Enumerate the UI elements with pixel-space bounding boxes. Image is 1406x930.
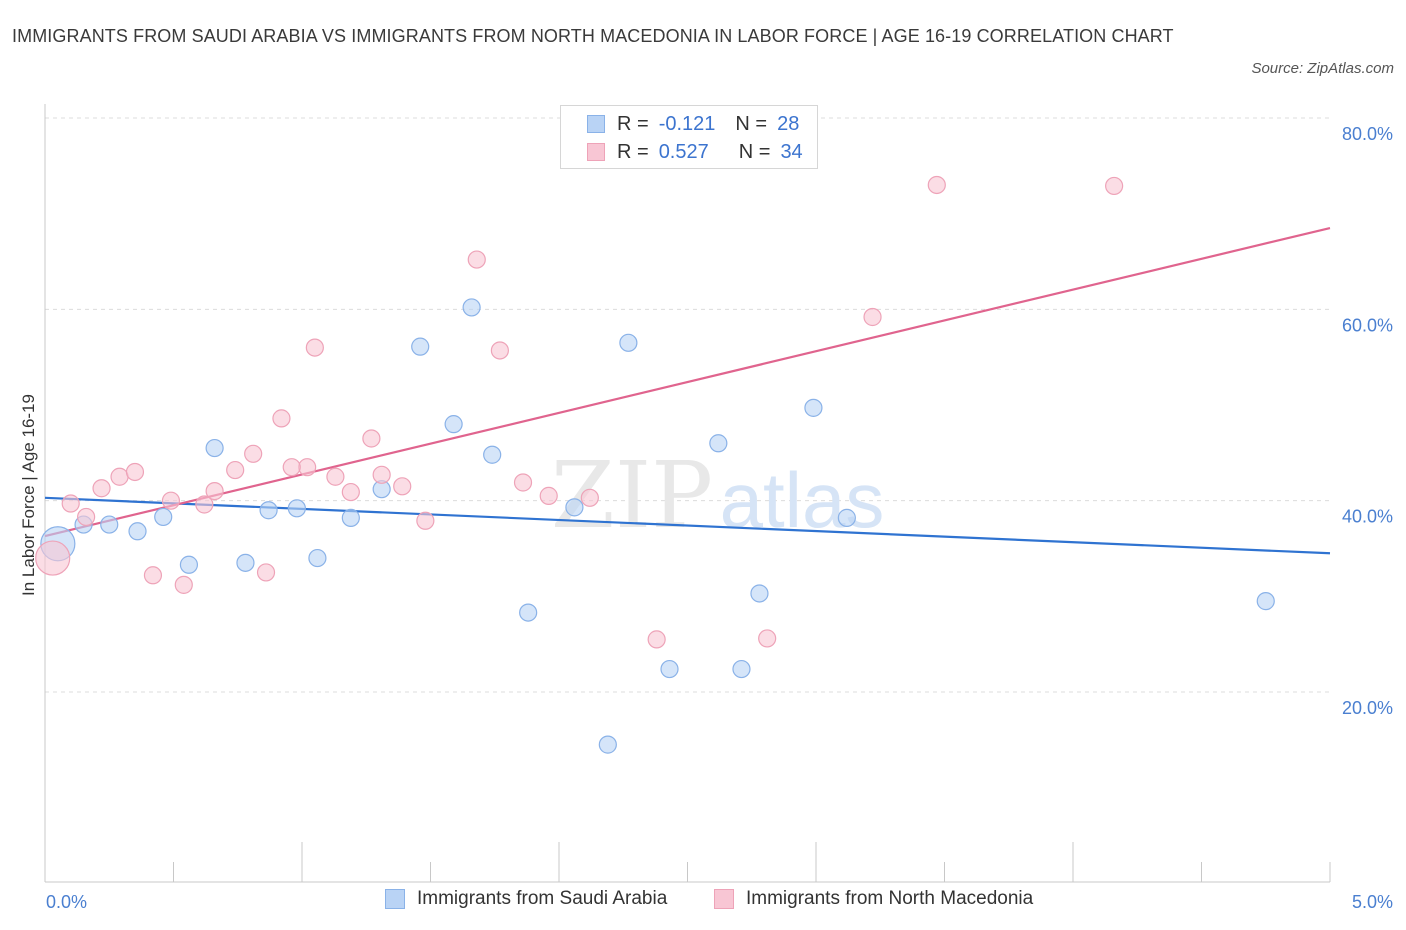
- series-legend-north-macedonia[interactable]: Immigrants from North Macedonia: [714, 888, 1033, 910]
- point-north-macedonia: [195, 495, 214, 514]
- point-north-macedonia: [863, 307, 882, 327]
- series-legend-label: Immigrants from Saudi Arabia: [417, 888, 668, 909]
- point-north-macedonia: [416, 511, 435, 530]
- point-saudi-arabia: [709, 434, 728, 453]
- point-saudi-arabia: [732, 659, 751, 679]
- watermark: ZIP atlas: [551, 442, 884, 549]
- series-legend: Immigrants from Saudi Arabia Immigrants …: [0, 888, 1406, 916]
- point-north-macedonia: [758, 629, 777, 648]
- point-saudi-arabia: [308, 548, 327, 568]
- series-legend-label: Immigrants from North Macedonia: [746, 888, 1034, 909]
- point-saudi-arabia: [154, 507, 173, 527]
- y-axis-label: In Labor Force | Age 16-19: [19, 394, 38, 596]
- point-north-macedonia: [1105, 176, 1124, 196]
- point-north-macedonia: [256, 563, 276, 582]
- point-saudi-arabia: [236, 553, 255, 572]
- y-tick-label: 40.0%: [1342, 507, 1393, 527]
- point-north-macedonia: [77, 507, 96, 527]
- legend-n-value: 28: [777, 112, 800, 135]
- point-north-macedonia: [539, 486, 558, 505]
- axes: [44, 104, 1331, 883]
- trend-line-saudi-arabia: [44, 496, 1331, 555]
- point-north-macedonia: [161, 491, 181, 510]
- legend-row-north-macedonia: R = 0.527 N = 34: [587, 139, 803, 165]
- point-north-macedonia: [110, 467, 129, 486]
- point-saudi-arabia: [462, 298, 481, 317]
- point-north-macedonia: [490, 341, 509, 360]
- point-saudi-arabia: [804, 398, 823, 417]
- legend-n-value: 34: [780, 140, 803, 163]
- chart-source: Source: ZipAtlas.com: [1251, 60, 1394, 77]
- point-saudi-arabia: [179, 555, 199, 574]
- legend-r-value: -0.121: [658, 112, 716, 135]
- point-saudi-arabia: [619, 333, 638, 352]
- point-north-macedonia: [35, 540, 71, 576]
- point-north-macedonia: [341, 482, 360, 502]
- point-north-macedonia: [61, 494, 80, 513]
- point-saudi-arabia: [205, 438, 224, 458]
- data-points: [35, 175, 1275, 754]
- point-north-macedonia: [372, 465, 391, 484]
- point-north-macedonia: [580, 488, 599, 507]
- point-north-macedonia: [174, 575, 193, 594]
- point-saudi-arabia: [341, 508, 360, 527]
- legend-r-label: R =: [617, 112, 649, 135]
- point-saudi-arabia: [598, 735, 617, 754]
- point-north-macedonia: [467, 250, 486, 269]
- grid-lines: [45, 117, 1330, 693]
- point-saudi-arabia: [660, 659, 679, 679]
- trend-line-north-macedonia: [44, 226, 1331, 538]
- point-north-macedonia: [272, 409, 291, 428]
- point-saudi-arabia: [483, 445, 502, 464]
- point-north-macedonia: [298, 458, 317, 477]
- legend-r-label: R =: [617, 140, 649, 163]
- point-north-macedonia: [92, 479, 111, 498]
- tick-labels: 20.0% 40.0% 60.0% 80.0% 0.0% 5.0%: [46, 124, 1393, 912]
- series-legend-saudi-arabia[interactable]: Immigrants from Saudi Arabia: [385, 888, 667, 910]
- series-swatch-pink: [714, 889, 734, 909]
- point-saudi-arabia: [837, 508, 856, 527]
- point-saudi-arabia: [565, 498, 584, 517]
- point-saudi-arabia: [411, 337, 430, 356]
- legend-swatch-pink: [587, 143, 605, 161]
- point-saudi-arabia: [750, 584, 769, 603]
- legend-r-value: 0.527: [658, 140, 709, 163]
- point-north-macedonia: [305, 338, 324, 357]
- point-north-macedonia: [362, 429, 381, 448]
- x-tick-label: 0.0%: [46, 892, 87, 912]
- point-saudi-arabia: [100, 515, 119, 534]
- watermark-zip: ZIP: [551, 442, 713, 549]
- point-north-macedonia: [143, 566, 163, 585]
- point-north-macedonia: [513, 473, 533, 492]
- watermark-atlas: atlas: [720, 456, 885, 544]
- point-north-macedonia: [282, 458, 301, 477]
- y-tick-label: 60.0%: [1342, 315, 1393, 335]
- point-saudi-arabia: [259, 501, 278, 520]
- series-swatch-blue: [385, 889, 405, 909]
- y-tick-label: 80.0%: [1342, 124, 1393, 144]
- legend-n-label: N =: [735, 112, 768, 135]
- point-saudi-arabia: [128, 522, 147, 541]
- point-north-macedonia: [205, 482, 224, 501]
- point-north-macedonia: [326, 467, 345, 486]
- point-north-macedonia: [244, 444, 263, 463]
- point-saudi-arabia: [444, 415, 463, 434]
- legend-n-label: N =: [738, 140, 771, 163]
- point-north-macedonia: [647, 630, 666, 649]
- point-north-macedonia: [125, 462, 145, 482]
- point-north-macedonia: [927, 175, 946, 195]
- correlation-legend: R = -0.121 N = 28 R = 0.527 N = 34: [560, 105, 818, 169]
- point-north-macedonia: [393, 477, 412, 496]
- y-tick-label: 20.0%: [1342, 698, 1393, 718]
- chart-title: IMMIGRANTS FROM SAUDI ARABIA VS IMMIGRAN…: [12, 26, 1174, 46]
- x-tick-label: 5.0%: [1352, 892, 1393, 912]
- legend-swatch-blue: [587, 115, 605, 133]
- point-north-macedonia: [226, 460, 245, 480]
- point-saudi-arabia: [1256, 592, 1275, 611]
- legend-row-saudi-arabia: R = -0.121 N = 28: [587, 111, 799, 137]
- trend-lines: [44, 226, 1331, 555]
- point-saudi-arabia: [287, 499, 306, 518]
- point-saudi-arabia: [519, 603, 538, 622]
